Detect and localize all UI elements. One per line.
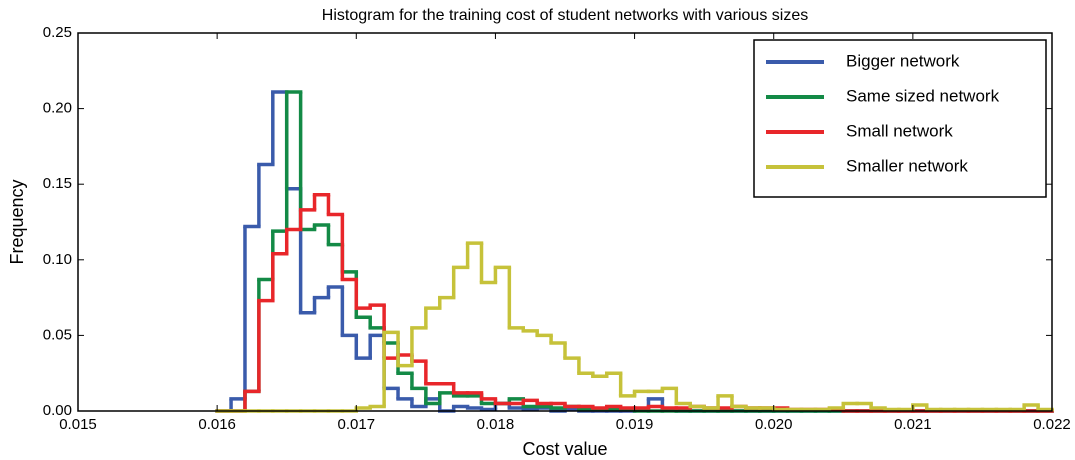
x-tick-label: 0.020: [755, 416, 793, 433]
legend-label: Same sized network: [846, 86, 1000, 105]
x-tick-label: 0.018: [477, 416, 515, 433]
legend-box: [753, 39, 1047, 198]
x-tick-label: 0.021: [894, 416, 932, 433]
x-tick-label: 0.019: [616, 416, 654, 433]
y-tick-label: 0.05: [43, 326, 72, 343]
y-tick-label: 0.20: [43, 100, 72, 117]
legend-label: Small network: [846, 121, 953, 140]
x-tick-label: 0.016: [198, 416, 236, 433]
y-axis-label: Frequency: [7, 179, 27, 264]
plot-frame: [77, 32, 1053, 412]
legend: Bigger network Same sized network Small ne…: [753, 39, 1047, 198]
y-tick-label: 0.25: [43, 24, 72, 41]
x-tick-label: 0.022: [1033, 416, 1071, 433]
legend-label: Bigger network: [846, 51, 960, 70]
chart-title: Histogram for the training cost of stude…: [322, 7, 808, 24]
x-tick-label: 0.015: [59, 416, 97, 433]
y-tick-label: 0.10: [43, 251, 72, 268]
y-tick-label: 0.00: [43, 402, 72, 419]
legend-label: Smaller network: [846, 156, 968, 175]
x-axis-label: Cost value: [522, 439, 607, 459]
y-tick-label: 0.15: [43, 175, 72, 192]
x-tick-label: 0.017: [338, 416, 376, 433]
